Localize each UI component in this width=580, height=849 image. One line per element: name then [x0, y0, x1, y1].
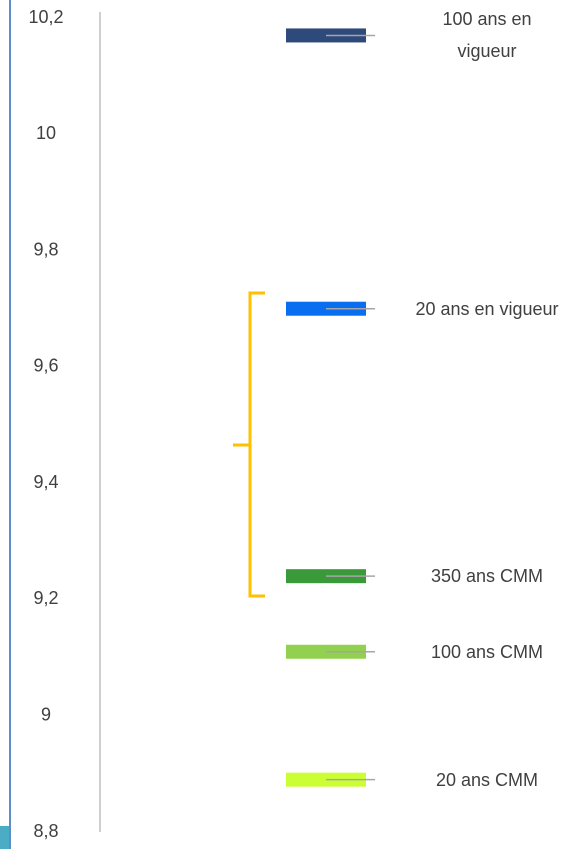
- bracket: [233, 291, 265, 598]
- y-tick-label: 8,8: [33, 821, 58, 841]
- frame-corner: [0, 826, 9, 849]
- y-tick-label: 10: [36, 123, 56, 143]
- series-label: 20 ans en vigueur: [415, 298, 559, 319]
- y-tick-label: 9: [41, 704, 51, 724]
- series-label: 100 ans en vigueur: [442, 9, 532, 62]
- series-label: 100 ans CMM: [430, 641, 544, 662]
- y-tick-label: 9,2: [33, 588, 58, 608]
- series-label: 20 ans CMM: [435, 769, 539, 790]
- y-tick-label: 10,2: [28, 7, 63, 27]
- y-tick-label: 9,8: [33, 239, 58, 259]
- y-tick-label: 9,6: [33, 356, 58, 376]
- y-tick-label: 9,4: [33, 472, 58, 492]
- series-label: 350 ans CMM: [430, 566, 544, 587]
